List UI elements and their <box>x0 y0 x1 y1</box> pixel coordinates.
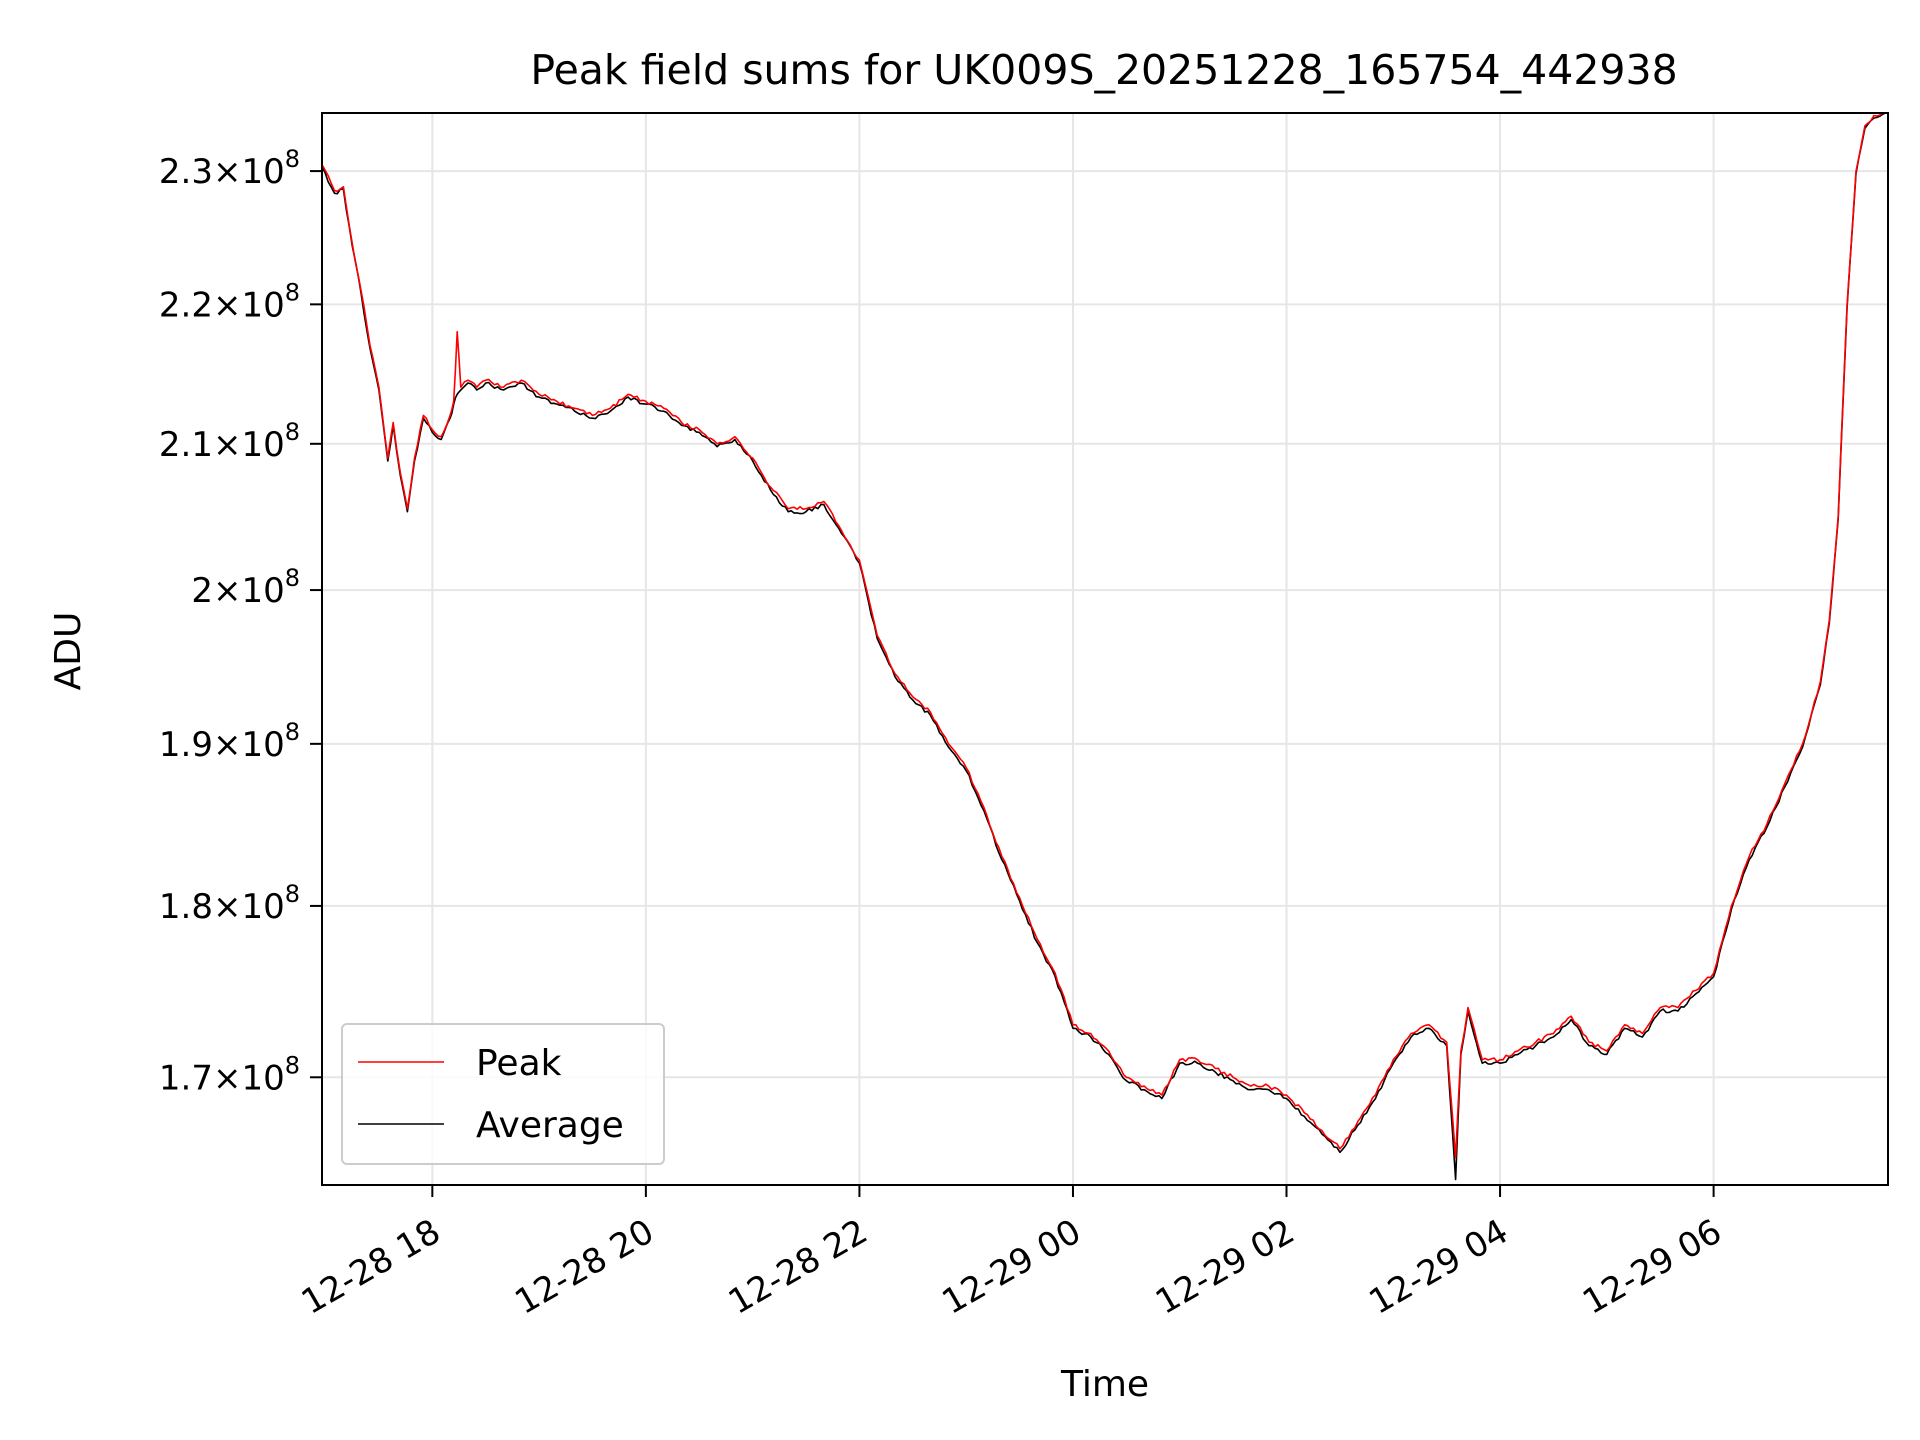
y-tick-label: 1.7×108 <box>159 1051 300 1098</box>
legend-label-peak: Peak <box>476 1043 562 1084</box>
y-tick-label: 1.8×108 <box>159 880 300 927</box>
y-tick-label: 2.1×108 <box>159 418 300 465</box>
legend-label-average: Average <box>476 1105 624 1146</box>
y-axis-label: ADU <box>48 612 89 691</box>
legend-box <box>341 1023 665 1165</box>
y-tick-label: 1.9×108 <box>159 718 300 765</box>
x-axis-label: Time <box>1060 1364 1149 1405</box>
y-tick-label: 2×108 <box>191 564 300 611</box>
legend: Peak Average <box>341 1023 665 1165</box>
y-tick-label: 2.2×108 <box>159 278 300 325</box>
plot-frame <box>321 112 1889 1186</box>
series-line-peak <box>321 112 1888 1159</box>
chart-title: Peak field sums for UK009S_20251228_1657… <box>530 46 1677 94</box>
y-axis: 1.7×108 1.8×108 1.9×108 2×108 2.1×108 2.2×108… <box>159 145 322 1098</box>
series-layer <box>321 112 1888 1181</box>
y-tick-label: 2.3×108 <box>159 145 300 192</box>
series-line-average <box>321 112 1888 1181</box>
